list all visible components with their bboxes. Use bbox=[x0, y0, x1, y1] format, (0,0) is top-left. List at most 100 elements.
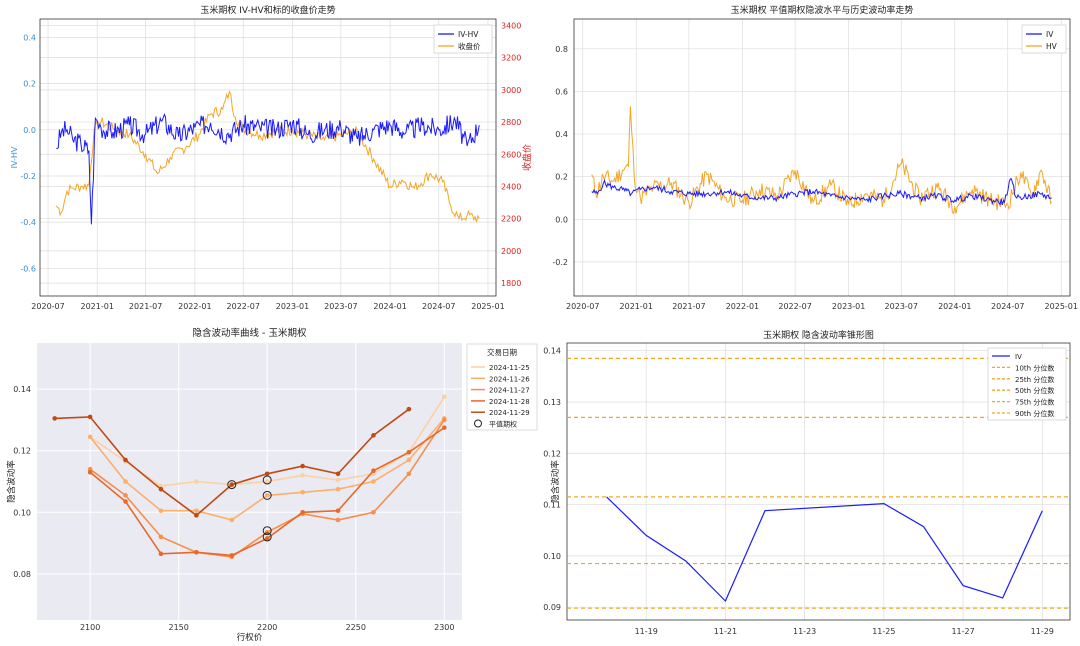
x-tick-label: 2022-01 bbox=[178, 302, 211, 311]
chart-title: 隐含波动率曲线 - 玉米期权 bbox=[193, 327, 307, 339]
legend-label: 2024-11-29 bbox=[489, 409, 530, 417]
smile-point bbox=[335, 517, 341, 523]
x-tick-label: 2024-01 bbox=[938, 302, 971, 311]
x-tick-label: 11-29 bbox=[1031, 627, 1054, 636]
y-tick-label: 0.8 bbox=[555, 45, 568, 54]
smile-point bbox=[123, 457, 128, 463]
x-tick-label: 2021-07 bbox=[129, 302, 162, 311]
smile-point bbox=[371, 433, 376, 438]
legend-box bbox=[987, 347, 1067, 421]
smile-point bbox=[123, 493, 128, 498]
legend-label: 25th 分位数 bbox=[1015, 375, 1054, 384]
smile-point bbox=[194, 479, 199, 484]
legend-label: 2024-11-26 bbox=[489, 375, 530, 383]
smile-point bbox=[87, 469, 93, 475]
y-right-tick-label: 2000 bbox=[501, 247, 521, 256]
smile-point bbox=[441, 417, 447, 423]
smile-point bbox=[300, 473, 305, 478]
y-left-tick-label: -0.6 bbox=[20, 264, 36, 273]
y-right-tick-label: 2400 bbox=[501, 182, 521, 191]
y-tick-label: 0.09 bbox=[543, 603, 561, 612]
y-tick-label: 0.13 bbox=[543, 398, 561, 407]
smile-point bbox=[335, 508, 341, 514]
x-tick-label: 2300 bbox=[434, 623, 454, 632]
x-tick-label: 2100 bbox=[80, 623, 100, 632]
y-left-tick-label: 0.0 bbox=[23, 126, 36, 135]
legend-swatch bbox=[474, 419, 482, 428]
x-tick-label: 2024-07 bbox=[991, 302, 1024, 311]
legend-label: 50th 分位数 bbox=[1015, 386, 1054, 395]
smile-point bbox=[441, 394, 447, 400]
legend-label: IV-HV bbox=[458, 30, 479, 39]
smile-point bbox=[229, 553, 235, 558]
smile-point bbox=[264, 493, 270, 498]
x-tick-label: 11-27 bbox=[951, 627, 974, 636]
y-left-tick-label: 0.2 bbox=[23, 80, 36, 89]
legend-label: HV bbox=[1046, 42, 1058, 51]
x-tick-label: 2022-01 bbox=[726, 302, 759, 311]
smile-point bbox=[158, 486, 164, 492]
y-left-label: IV-HV bbox=[10, 146, 19, 168]
y-tick-label: 0.4 bbox=[555, 130, 568, 139]
smile-point bbox=[158, 551, 164, 557]
smile-point bbox=[300, 489, 305, 495]
smile-point bbox=[264, 471, 270, 477]
y-right-tick-label: 2200 bbox=[501, 215, 521, 224]
x-tick-label: 2025-01 bbox=[1045, 302, 1078, 311]
chart-iv-smile: 隐含波动率曲线 - 玉米期权 2100 2150 2200 2250 2300 0.08 0.… bbox=[6, 327, 538, 643]
atm-marker bbox=[262, 526, 272, 536]
y-tick-label: 0.0 bbox=[555, 215, 568, 224]
smile-point bbox=[264, 536, 270, 541]
smile-point bbox=[194, 508, 199, 514]
smile-point bbox=[441, 425, 447, 430]
legend-label: 90th 分位数 bbox=[1015, 409, 1054, 418]
smile-point bbox=[300, 509, 305, 515]
smile-point bbox=[264, 479, 270, 484]
x-tick-label: 2250 bbox=[346, 623, 366, 632]
y-right-tick-label: 3400 bbox=[501, 21, 521, 30]
smile-point bbox=[371, 509, 376, 515]
legend-label: 平值期权 bbox=[489, 420, 517, 429]
x-tick-label: 2021-07 bbox=[672, 302, 705, 311]
smile-point bbox=[406, 449, 412, 455]
y-right-tick-label: 3200 bbox=[501, 54, 521, 63]
smile-point bbox=[335, 477, 341, 483]
smile-point bbox=[229, 482, 235, 487]
legend-label: 2024-11-25 bbox=[489, 364, 530, 372]
chart-title: 玉米期权 隐含波动率锥形图 bbox=[763, 329, 874, 341]
smile-point bbox=[194, 513, 199, 518]
smile-point bbox=[123, 479, 128, 484]
chart-iv-hv-level: 玉米期权 平值期权隐波水平与历史波动率走势 2020-07 2021-01 2021-… bbox=[552, 4, 1078, 311]
y-tick-label: 0.14 bbox=[543, 347, 561, 356]
legend-label: IV bbox=[1015, 353, 1022, 361]
smile-point bbox=[158, 508, 164, 514]
y-tick-label: 0.14 bbox=[13, 385, 31, 394]
series-line-close-price bbox=[55, 90, 480, 223]
smile-point bbox=[371, 479, 376, 484]
y-tick-label: 0.10 bbox=[543, 552, 561, 561]
legend-title: 交易日期 bbox=[487, 347, 517, 357]
x-tick-label: 2023-01 bbox=[276, 302, 309, 311]
chart-title: 玉米期权 IV-HV和标的收盘价走势 bbox=[200, 4, 335, 16]
chart-ivhv-price: 玉米期权 IV-HV和标的收盘价走势 2020-07 2021-01 2021-07 2… bbox=[10, 4, 533, 311]
y-left-tick-label: -0.2 bbox=[20, 172, 36, 181]
x-tick-label: 2023-07 bbox=[885, 302, 918, 311]
x-tick-label: 2024-01 bbox=[373, 302, 406, 311]
smile-point bbox=[158, 534, 164, 540]
x-tick-label: 11-19 bbox=[635, 627, 658, 636]
series-line-iv-hv bbox=[56, 113, 480, 225]
y-tick-label: 0.12 bbox=[543, 449, 561, 458]
series-line-iv bbox=[591, 178, 1052, 206]
y-right-tick-label: 3000 bbox=[501, 86, 521, 95]
x-tick-label: 2023-07 bbox=[324, 302, 357, 311]
legend-box bbox=[433, 24, 493, 54]
smile-point bbox=[87, 414, 93, 420]
atm-marker bbox=[262, 490, 272, 500]
plot-frame bbox=[39, 18, 497, 297]
legend-label: 10th 分位数 bbox=[1015, 363, 1054, 372]
x-tick-label: 2021-01 bbox=[81, 302, 114, 311]
x-tick-label: 2200 bbox=[257, 623, 277, 632]
smile-point bbox=[300, 463, 305, 469]
atm-marker bbox=[262, 532, 272, 542]
